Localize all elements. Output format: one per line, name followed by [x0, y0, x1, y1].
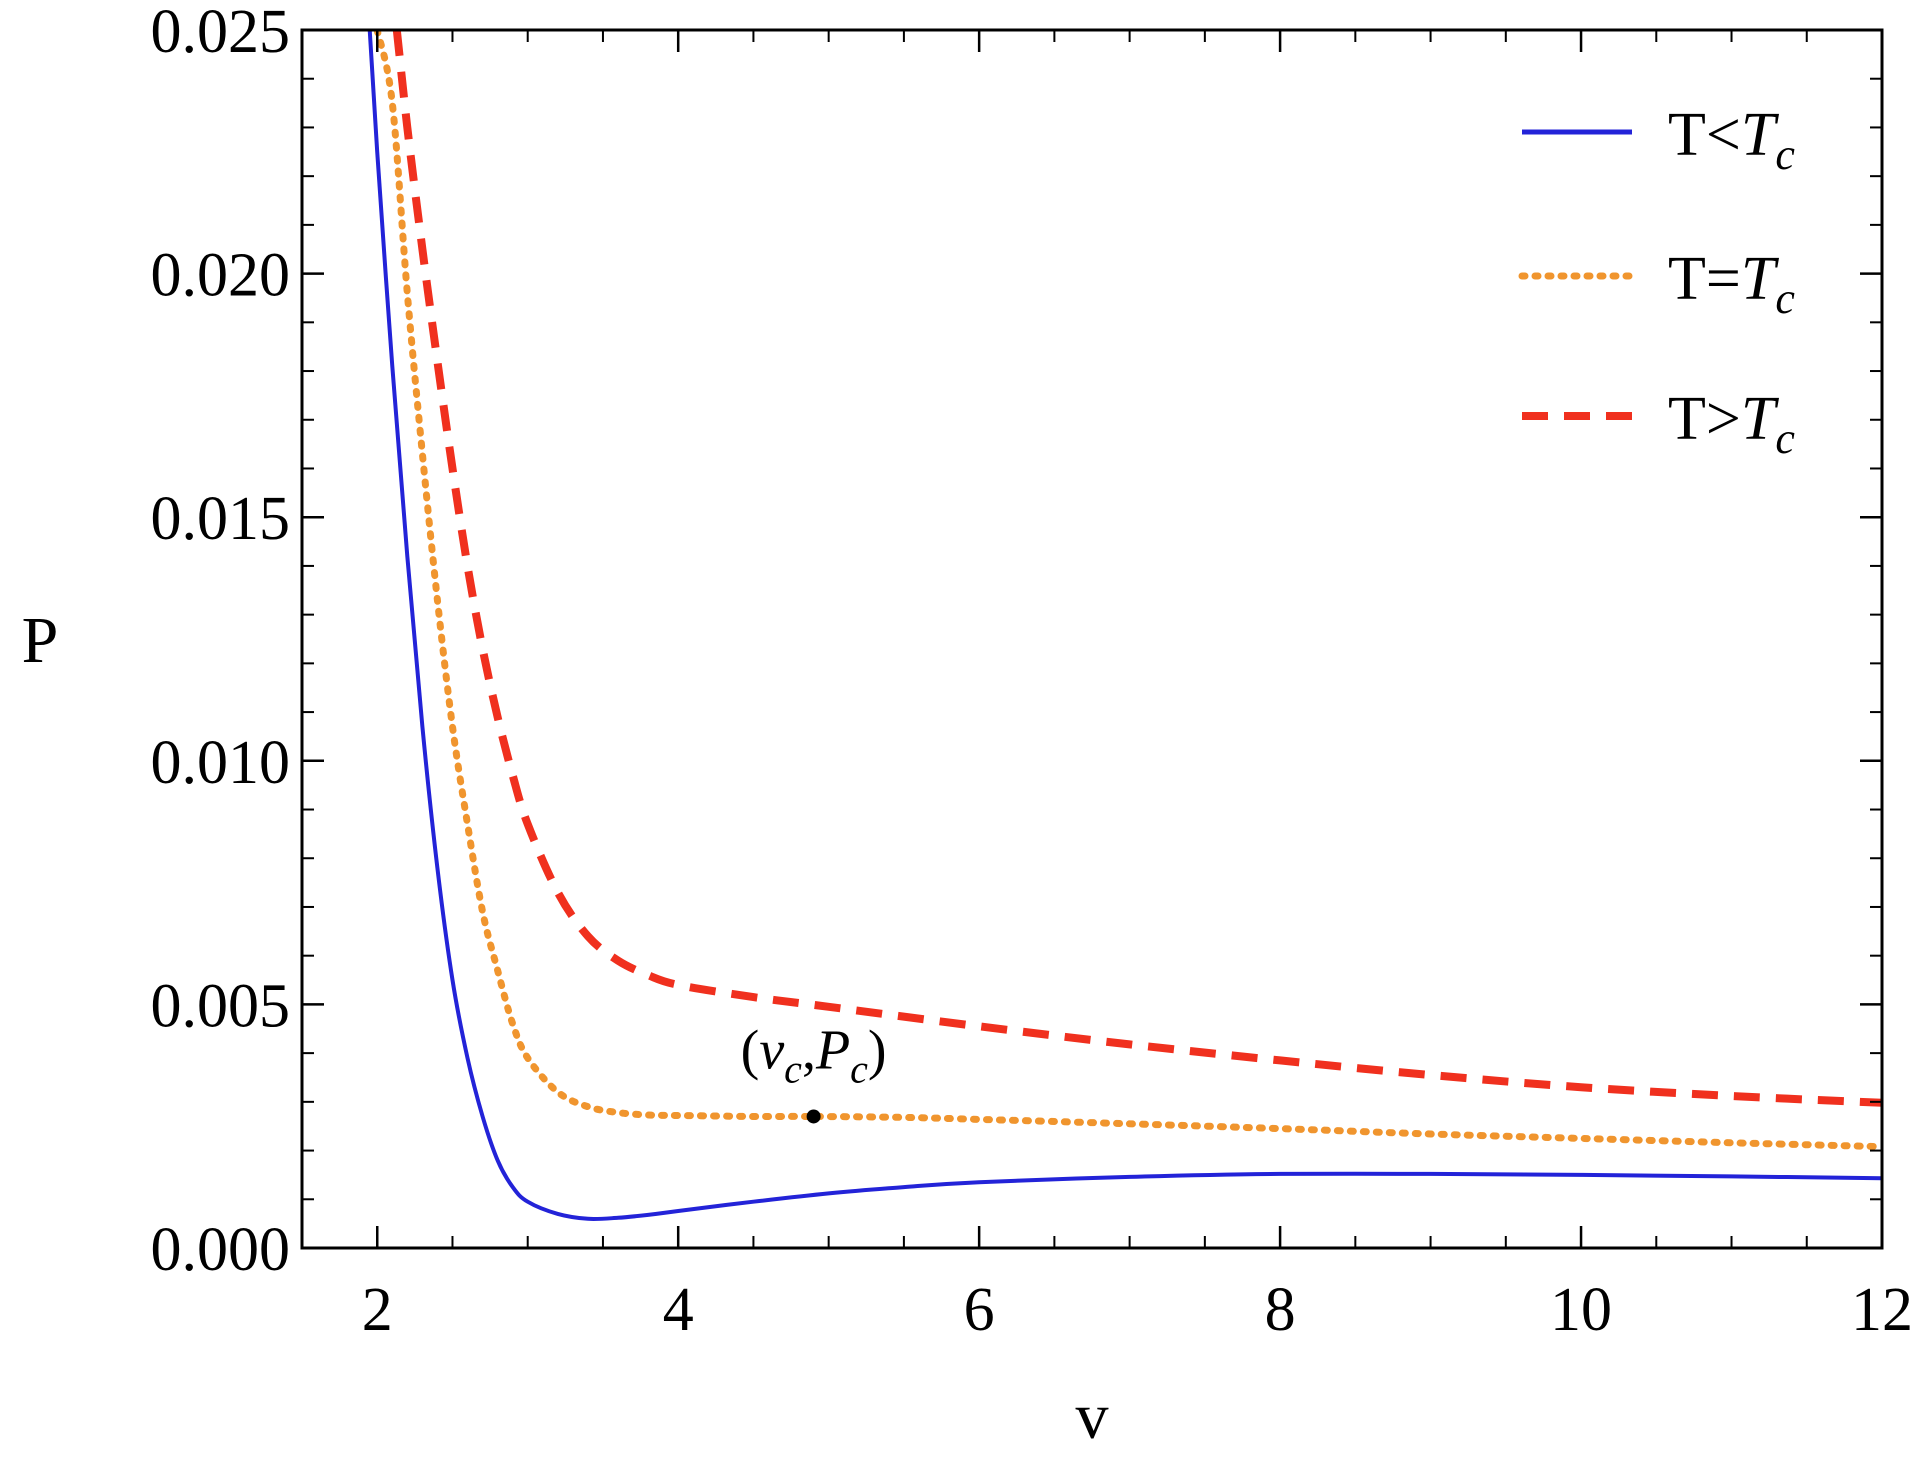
legend-prefix-below-critical: T< [1668, 101, 1741, 169]
legend-var-at-critical: T [1741, 245, 1780, 313]
x-tick-label: 6 [964, 1276, 995, 1344]
annot-sub1: c [784, 1046, 802, 1091]
critical-point-label: (vc,Pc) [741, 1019, 887, 1091]
legend-entry-at-critical: T=Tc [1518, 245, 1795, 323]
series-line-3 [392, 30, 1882, 1107]
plot-frame [300, 28, 1884, 1250]
y-tick-label: 0.025 [151, 0, 291, 66]
x-tick-label: 8 [1265, 1276, 1296, 1344]
y-tick-label: 0.015 [151, 485, 291, 553]
annot-sep: , [802, 1019, 816, 1081]
x-tick-label: 2 [362, 1276, 393, 1344]
y-tick-label: 0.010 [151, 729, 291, 797]
legend-label-below-critical: T<Tc [1668, 101, 1795, 179]
ticks-layer [302, 28, 1884, 1250]
legend-sub-above-critical: c [1775, 414, 1795, 463]
y-tick-label: 0.005 [151, 972, 291, 1040]
annot-sub2: c [850, 1046, 868, 1091]
curves-layer [367, 30, 1882, 1221]
critical-point-marker [806, 1109, 821, 1124]
series-line-1 [367, 30, 1882, 1221]
series-line-2 [373, 30, 1882, 1151]
y-tick-label: 0.020 [151, 242, 291, 310]
legend-entry-above-critical: T>Tc [1522, 385, 1795, 463]
legend-prefix-at-critical: T= [1668, 245, 1741, 313]
y-axis-title: P [22, 604, 59, 677]
legend-sub-below-critical: c [1775, 130, 1795, 179]
x-tick-label: 4 [663, 1276, 694, 1344]
legend-var-above-critical: T [1741, 385, 1780, 453]
annot-close: ) [868, 1019, 887, 1081]
x-axis-title: v [1076, 1380, 1109, 1453]
legend-sub-at-critical: c [1775, 274, 1795, 323]
x-tick-label: 12 [1851, 1276, 1913, 1344]
legend-prefix-above-critical: T> [1668, 385, 1741, 453]
legend-label-at-critical: T=Tc [1668, 245, 1795, 323]
legend-entry-below-critical: T<Tc [1522, 101, 1795, 179]
annot-open: ( [741, 1019, 760, 1081]
tick-labels-layer: 2 4 6 8 10 12 0.000 0.005 0.010 0.015 0.020 0.025 [151, 0, 1914, 1344]
y-tick-label: 0.000 [151, 1216, 291, 1284]
critical-point-annotation: (vc,Pc) [741, 1019, 887, 1124]
annot-var1: v [759, 1019, 784, 1081]
legend-label-above-critical: T>Tc [1668, 385, 1795, 463]
legend-var-below-critical: T [1741, 101, 1780, 169]
legend: T<Tc T=Tc T>Tc [1518, 101, 1795, 463]
annot-var2: P [815, 1019, 850, 1081]
x-tick-label: 10 [1550, 1276, 1612, 1344]
